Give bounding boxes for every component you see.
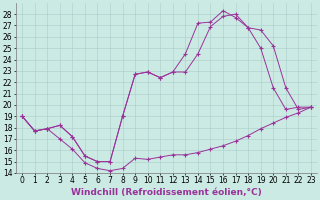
X-axis label: Windchill (Refroidissement éolien,°C): Windchill (Refroidissement éolien,°C): [71, 188, 262, 197]
